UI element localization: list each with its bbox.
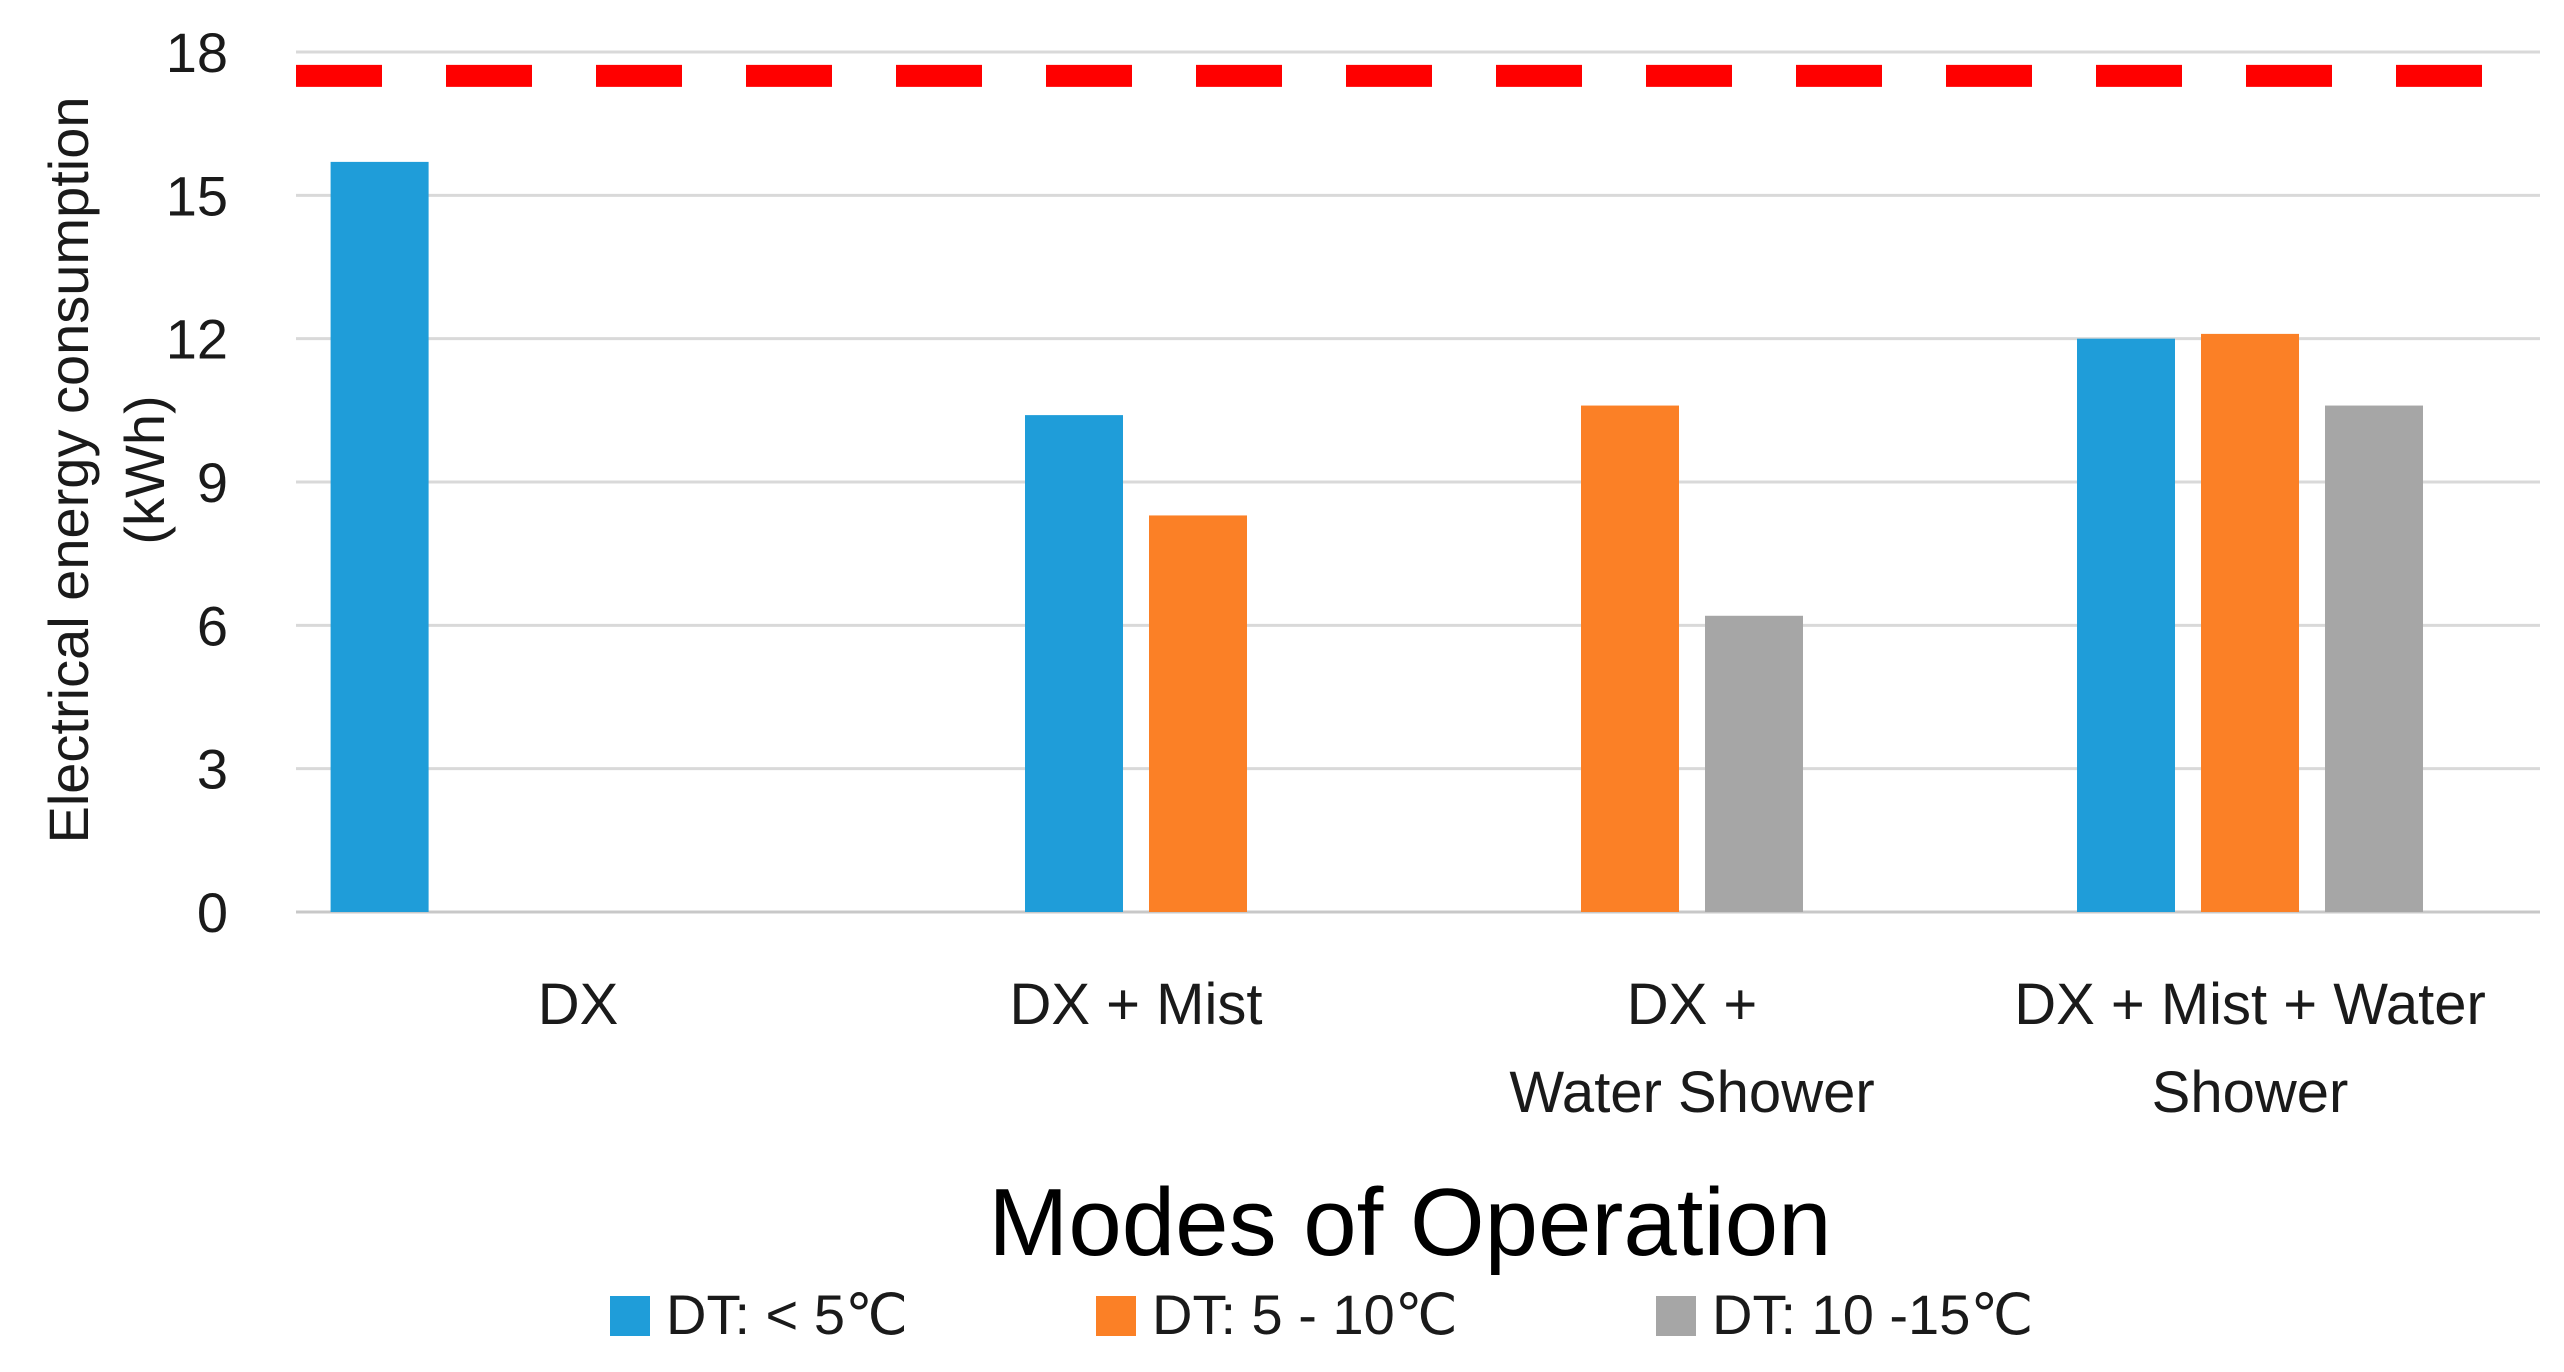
category-label: DX + Mist + Water	[2014, 972, 2486, 1037]
category-label: DX	[538, 972, 619, 1037]
legend: DT: < 5℃ DT: 5 - 10℃ DT: 10 -15℃	[610, 1283, 2033, 1346]
legend-swatch	[610, 1296, 650, 1336]
gridlines	[296, 50, 2540, 914]
bar	[1581, 405, 1679, 912]
category-label: DX + Mist	[1010, 972, 1263, 1037]
legend-swatch	[1656, 1296, 1696, 1336]
y-tick-label: 0	[197, 881, 228, 944]
y-axis-label-line: (kWh)	[113, 395, 176, 544]
y-axis-label-line: Electrical energy consumption	[37, 96, 100, 843]
y-axis-label: Electrical energy consumption (kWh)	[37, 96, 176, 843]
x-axis-label: Modes of Operation	[988, 1169, 1831, 1276]
y-tick-label: 15	[166, 164, 228, 227]
category-label: DX +	[1627, 972, 1758, 1037]
y-tick-label: 18	[166, 21, 228, 84]
legend-label: DT: 5 - 10℃	[1152, 1283, 1458, 1346]
bar	[2077, 338, 2175, 913]
bar	[1025, 415, 1123, 912]
bar	[2201, 333, 2299, 912]
category-labels: DX DX + Mist DX + Water Shower DX + Mist + W…	[538, 972, 2486, 1125]
category-label: Water Shower	[1509, 1060, 1874, 1125]
y-tick-labels: 0 3 6 9 12 15 18	[166, 21, 228, 944]
bar	[1705, 615, 1803, 912]
legend-swatch	[1096, 1296, 1136, 1336]
bars	[330, 161, 2423, 913]
y-tick-label: 3	[197, 738, 228, 801]
bar	[1149, 515, 1247, 912]
y-tick-label: 12	[166, 308, 228, 371]
bar	[2325, 405, 2423, 912]
y-tick-label: 6	[197, 594, 228, 657]
legend-label: DT: 10 -15℃	[1712, 1283, 2033, 1346]
category-label: Shower	[2152, 1060, 2349, 1125]
y-tick-label: 9	[197, 451, 228, 514]
bar	[330, 161, 429, 912]
legend-label: DT: < 5℃	[666, 1283, 908, 1346]
